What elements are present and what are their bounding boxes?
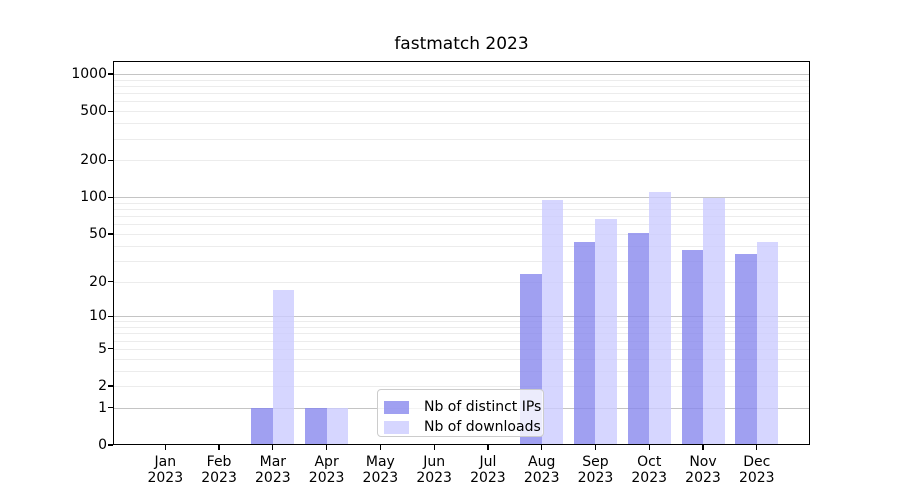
minor-gridline-3 [113, 370, 810, 372]
x-tick-feb [218, 445, 220, 450]
bar-apr-ips [305, 407, 327, 445]
minor-gridline-6 [113, 340, 810, 342]
x-tick-label-sep: Sep 2023 [577, 454, 614, 486]
x-tick-label-apr: Apr 2023 [308, 454, 345, 486]
legend-item-downloads: Nb of downloads [378, 417, 543, 437]
minor-gridline-300 [113, 138, 810, 140]
x-tick-label-nov: Nov 2023 [685, 454, 721, 486]
bar-oct-ips [627, 232, 650, 445]
bar-oct-downloads [649, 192, 671, 445]
x-tick-jun [433, 445, 435, 450]
x-tick-jul [487, 445, 489, 450]
x-tick-apr [325, 445, 328, 450]
y-tick-1 [108, 407, 113, 409]
y-tick-label-20: 20 [89, 273, 107, 290]
minor-gridline-7 [113, 333, 810, 335]
minor-gridline-800 [113, 85, 810, 87]
bar-aug-downloads [541, 200, 564, 445]
y-tick-50 [108, 233, 113, 235]
minor-gridline-20 [113, 281, 810, 283]
legend: Nb of distinct IPs Nb of downloads [377, 389, 544, 437]
x-tick-label-jul: Jul 2023 [470, 454, 506, 486]
y-tick-2 [108, 385, 113, 387]
minor-gridline-700 [113, 93, 810, 95]
minor-gridline-200 [113, 160, 810, 162]
x-tick-may [379, 445, 382, 450]
bar-sep-downloads [595, 219, 617, 445]
minor-gridline-400 [113, 123, 810, 125]
y-tick-200 [108, 159, 113, 161]
x-tick-label-mar: Mar 2023 [255, 454, 291, 486]
y-tick-0 [108, 444, 113, 446]
chart-title: fastmatch 2023 [394, 34, 529, 54]
legend-label-downloads: Nb of downloads [424, 419, 541, 435]
y-tick-label-0: 0 [98, 437, 107, 453]
y-tick-label-100: 100 [80, 189, 107, 206]
x-tick-label-feb: Feb 2023 [201, 454, 237, 486]
bar-mar-ips [251, 407, 273, 445]
bar-nov-downloads [703, 197, 725, 445]
minor-gridline-40 [113, 245, 810, 247]
y-tick-label-10: 10 [89, 308, 107, 325]
minor-gridline-4 [113, 358, 810, 360]
minor-gridline-5 [113, 348, 810, 350]
bar-dec-ips [735, 254, 757, 445]
minor-gridline-8 [113, 327, 810, 328]
legend-item-distinct-ips: Nb of distinct IPs [378, 397, 543, 417]
bar-mar-downloads [272, 289, 295, 445]
x-tick-label-aug: Aug 2023 [523, 454, 560, 486]
y-tick-label-50: 50 [89, 225, 107, 242]
y-tick-1000 [108, 73, 113, 75]
y-tick-100 [108, 196, 113, 198]
legend-swatch-distinct-ips [384, 400, 409, 414]
bar-nov-ips [681, 249, 703, 445]
x-tick-nov [702, 445, 704, 450]
major-gridline-1000 [113, 74, 810, 75]
y-tick-20 [108, 280, 113, 283]
plot-area [113, 61, 810, 445]
y-tick-label-5: 5 [98, 340, 107, 357]
minor-gridline-80 [113, 209, 810, 211]
x-tick-dec [756, 445, 758, 450]
y-tick-label-1000: 1000 [71, 66, 107, 82]
y-tick-10 [108, 315, 113, 317]
x-tick-label-may: May 2023 [362, 454, 399, 486]
x-tick-aug [541, 445, 543, 450]
legend-label-distinct-ips: Nb of distinct IPs [424, 399, 542, 415]
minor-gridline-2 [113, 386, 810, 387]
y-tick-label-500: 500 [80, 103, 107, 120]
minor-gridline-50 [113, 233, 810, 235]
minor-gridline-90 [113, 202, 810, 204]
minor-gridline-900 [113, 79, 810, 81]
minor-gridline-70 [113, 216, 810, 218]
minor-gridline-9 [113, 321, 810, 323]
major-gridline-10 [113, 316, 810, 318]
legend-swatch-downloads [384, 420, 409, 434]
y-tick-label-1: 1 [98, 399, 107, 416]
minor-gridline-600 [113, 101, 810, 103]
x-tick-jan [164, 445, 166, 450]
x-tick-label-jan: Jan 2023 [147, 454, 184, 486]
minor-gridline-60 [113, 224, 810, 226]
bar-sep-ips [573, 241, 596, 445]
x-tick-label-oct: Oct 2023 [631, 454, 668, 486]
bar-dec-downloads [756, 241, 779, 445]
minor-gridline-30 [113, 260, 810, 262]
minor-gridline-500 [113, 111, 810, 113]
y-tick-500 [108, 110, 113, 112]
x-tick-oct [648, 445, 650, 450]
y-tick-label-200: 200 [80, 152, 107, 169]
y-tick-5 [108, 348, 113, 350]
x-tick-label-dec: Dec 2023 [738, 454, 775, 486]
y-tick-label-2: 2 [98, 378, 107, 394]
x-tick-sep [594, 445, 597, 450]
bar-apr-downloads [326, 407, 349, 445]
x-tick-mar [272, 445, 274, 450]
major-gridline-100 [113, 197, 810, 199]
x-tick-label-jun: Jun 2023 [416, 454, 452, 486]
